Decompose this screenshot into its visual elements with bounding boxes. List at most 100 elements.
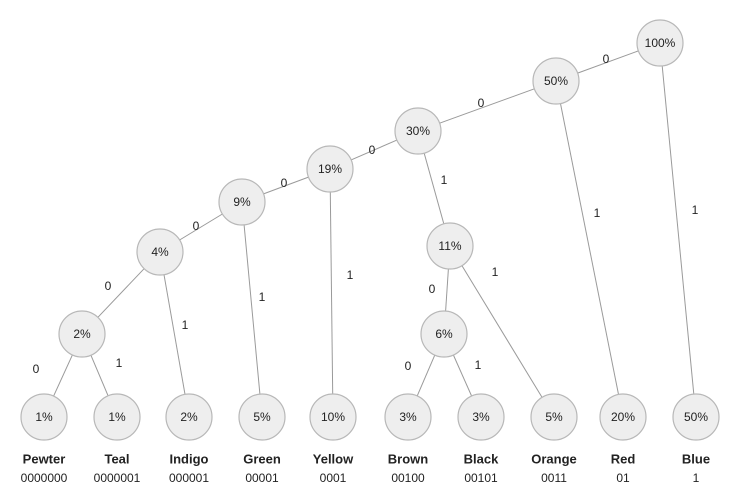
edge-root-blue [661, 65, 695, 395]
edge-label-n50-red: 1 [594, 206, 601, 220]
node-percent-label: 50% [544, 74, 568, 88]
node-circle [136, 228, 184, 276]
node-n2: 2% [58, 310, 106, 358]
edge-label-n4-indigo: 1 [182, 318, 189, 332]
edge-label-root-blue: 1 [692, 203, 699, 217]
node-circle [672, 393, 720, 441]
edge-label-n30-n19: 0 [369, 143, 376, 157]
node-percent-label: 30% [406, 124, 430, 138]
node-circle [599, 393, 647, 441]
edge-label-n6-black: 1 [475, 358, 482, 372]
node-circle [218, 178, 266, 226]
edge-label-n2-teal: 1 [116, 356, 123, 370]
node-percent-label: 1% [35, 410, 53, 424]
edge-label-n9-n4: 0 [193, 219, 200, 233]
edge-label-n19-n9: 0 [281, 176, 288, 190]
node-circle [636, 19, 684, 67]
node-percent-label: 5% [253, 410, 271, 424]
color-name-red: Red [611, 451, 636, 466]
node-percent-label: 3% [472, 410, 490, 424]
node-percent-label: 2% [180, 410, 198, 424]
edge-n50-red [560, 103, 619, 395]
node-blue: 50% [672, 393, 720, 441]
node-root: 100% [636, 19, 684, 67]
node-circle [426, 222, 474, 270]
edge-label-n30-n11: 1 [441, 173, 448, 187]
color-code-brown: 00100 [391, 471, 425, 485]
edge-label-n50-n30: 0 [478, 96, 485, 110]
edge-n30-n19 [350, 139, 398, 161]
node-n11: 11% [426, 222, 474, 270]
node-pewter: 1% [20, 393, 68, 441]
codes-layer: Pewter 0000000 Teal 0000001 Indigo 000001 Gree… [21, 451, 710, 485]
edge-label-n11-n6: 0 [429, 282, 436, 296]
node-n6: 6% [420, 310, 468, 358]
node-circle [420, 310, 468, 358]
node-indigo: 2% [165, 393, 213, 441]
edges-layer [53, 50, 695, 398]
edge-label-n9-green: 1 [259, 290, 266, 304]
node-brown: 3% [384, 393, 432, 441]
node-percent-label: 5% [545, 410, 563, 424]
edge-n50-n30 [439, 88, 535, 124]
node-circle [530, 393, 578, 441]
node-teal: 1% [93, 393, 141, 441]
color-code-blue: 1 [693, 471, 700, 485]
node-percent-label: 10% [321, 410, 345, 424]
edge-label-n11-orange: 1 [492, 265, 499, 279]
edge-root-n50 [577, 50, 639, 74]
edge-label-n6-brown: 0 [405, 359, 412, 373]
node-circle [238, 393, 286, 441]
node-percent-label: 100% [645, 36, 676, 50]
color-code-yellow: 0001 [320, 471, 347, 485]
edge-n11-n6 [445, 268, 449, 312]
color-code-indigo: 000001 [169, 471, 209, 485]
color-name-orange: Orange [531, 451, 577, 466]
color-code-teal: 0000001 [94, 471, 141, 485]
node-percent-label: 1% [108, 410, 126, 424]
node-n19: 19% [306, 145, 354, 193]
color-name-black: Black [464, 451, 499, 466]
node-circle [306, 145, 354, 193]
edge-n6-black [452, 354, 473, 397]
node-red: 20% [599, 393, 647, 441]
node-circle [58, 310, 106, 358]
edge-n4-n2 [97, 268, 145, 318]
edge-n9-n4 [179, 213, 223, 241]
node-percent-label: 19% [318, 162, 342, 176]
color-name-brown: Brown [388, 451, 429, 466]
color-code-green: 00001 [245, 471, 279, 485]
node-black: 3% [457, 393, 505, 441]
edge-n6-brown [416, 354, 436, 397]
node-circle [165, 393, 213, 441]
color-code-red: 01 [616, 471, 630, 485]
node-circle [394, 107, 442, 155]
edge-n9-green [243, 224, 261, 395]
node-n4: 4% [136, 228, 184, 276]
edge-labels-layer: 0 1 0 1 0 1 0 1 0 1 0 1 0 1 0 1 0 1 [33, 52, 699, 376]
color-code-pewter: 0000000 [21, 471, 68, 485]
node-circle [93, 393, 141, 441]
edge-n19-n9 [263, 176, 309, 195]
edge-n2-teal [90, 355, 109, 396]
node-percent-label: 11% [438, 239, 461, 253]
edge-label-n4-n2: 0 [105, 279, 112, 293]
node-n30: 30% [394, 107, 442, 155]
color-name-blue: Blue [682, 451, 710, 466]
color-code-black: 00101 [464, 471, 498, 485]
color-code-orange: 0011 [541, 471, 567, 485]
color-name-teal: Teal [104, 451, 129, 466]
node-circle [457, 393, 505, 441]
edge-label-n19-yellow: 1 [347, 268, 354, 282]
node-percent-label: 4% [151, 245, 169, 259]
node-percent-label: 9% [233, 195, 251, 209]
edge-n30-n11 [423, 153, 445, 224]
edge-n4-indigo [163, 274, 186, 395]
node-percent-label: 20% [611, 410, 635, 424]
color-name-green: Green [243, 451, 281, 466]
edge-n11-orange [461, 265, 543, 398]
node-circle [309, 393, 357, 441]
node-percent-label: 50% [684, 410, 708, 424]
